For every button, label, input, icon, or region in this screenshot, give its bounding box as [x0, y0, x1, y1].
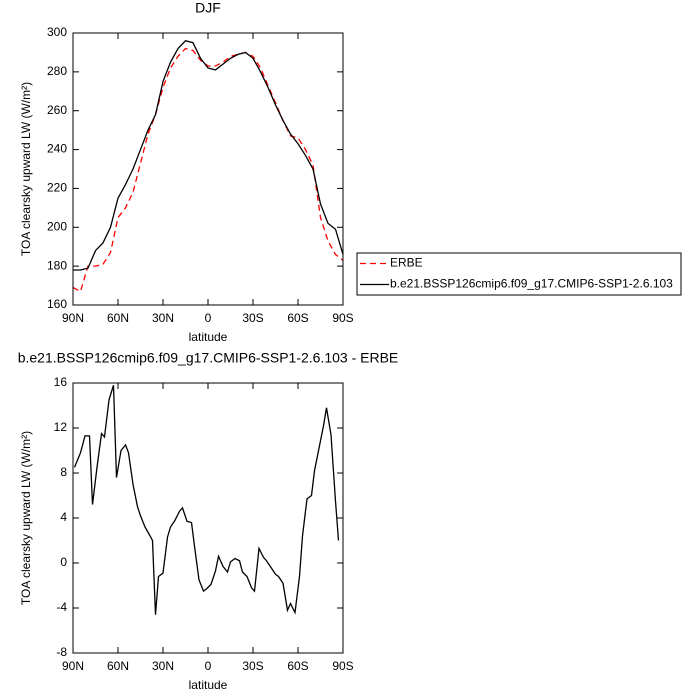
data-line — [72, 47, 344, 293]
y-tick-label: 220 — [47, 181, 67, 195]
y-tick-label: 160 — [47, 297, 67, 311]
legend-box — [356, 252, 682, 296]
y-tick-label: 4 — [60, 510, 67, 524]
x-tick-label: 60S — [287, 659, 308, 673]
y-tick-label: 12 — [54, 420, 68, 434]
y-tick-label: 0 — [60, 555, 67, 569]
x-tick-label: 60S — [287, 311, 308, 325]
legend-label: b.e21.BSSP126cmip6.f09_g17.CMIP6-SSP1-2.… — [390, 277, 673, 291]
y-tick-label: 8 — [60, 465, 67, 479]
y-axis-label: TOA clearsky upward LW (W/m²) — [19, 431, 33, 605]
x-tick-label: 30S — [242, 659, 263, 673]
y-axis-label: TOA clearsky upward LW (W/m²) — [19, 82, 33, 256]
x-tick-label: 0 — [205, 659, 212, 673]
x-tick-label: 30N — [152, 659, 174, 673]
y-tick-label: -8 — [56, 645, 67, 659]
x-tick-label: 60N — [107, 311, 129, 325]
y-tick-label: -4 — [56, 600, 67, 614]
y-tick-label: 300 — [47, 25, 67, 39]
data-line — [73, 40, 344, 271]
y-tick-label: 180 — [47, 258, 67, 272]
y-tick-label: 16 — [54, 375, 68, 389]
x-tick-label: 60N — [107, 659, 129, 673]
plot-frame — [72, 382, 344, 654]
x-tick-label: 90N — [62, 659, 84, 673]
x-tick-label: 30S — [242, 311, 263, 325]
x-tick-label: 90S — [332, 659, 353, 673]
chart-title: b.e21.BSSP126cmip6.f09_g17.CMIP6-SSP1-2.… — [18, 350, 399, 366]
y-tick-label: 280 — [47, 64, 67, 78]
x-tick-label: 90S — [332, 311, 353, 325]
x-axis-label: latitude — [189, 678, 228, 692]
legend-label: ERBE — [390, 256, 423, 270]
y-tick-label: 200 — [47, 219, 67, 233]
y-tick-label: 240 — [47, 142, 67, 156]
x-tick-label: 30N — [152, 311, 174, 325]
x-tick-label: 90N — [62, 311, 84, 325]
data-line — [73, 385, 340, 615]
plot-frame — [72, 32, 344, 306]
x-tick-label: 0 — [205, 311, 212, 325]
x-axis-label: latitude — [189, 330, 228, 344]
y-tick-label: 260 — [47, 103, 67, 117]
chart-title: DJF — [195, 0, 221, 16]
